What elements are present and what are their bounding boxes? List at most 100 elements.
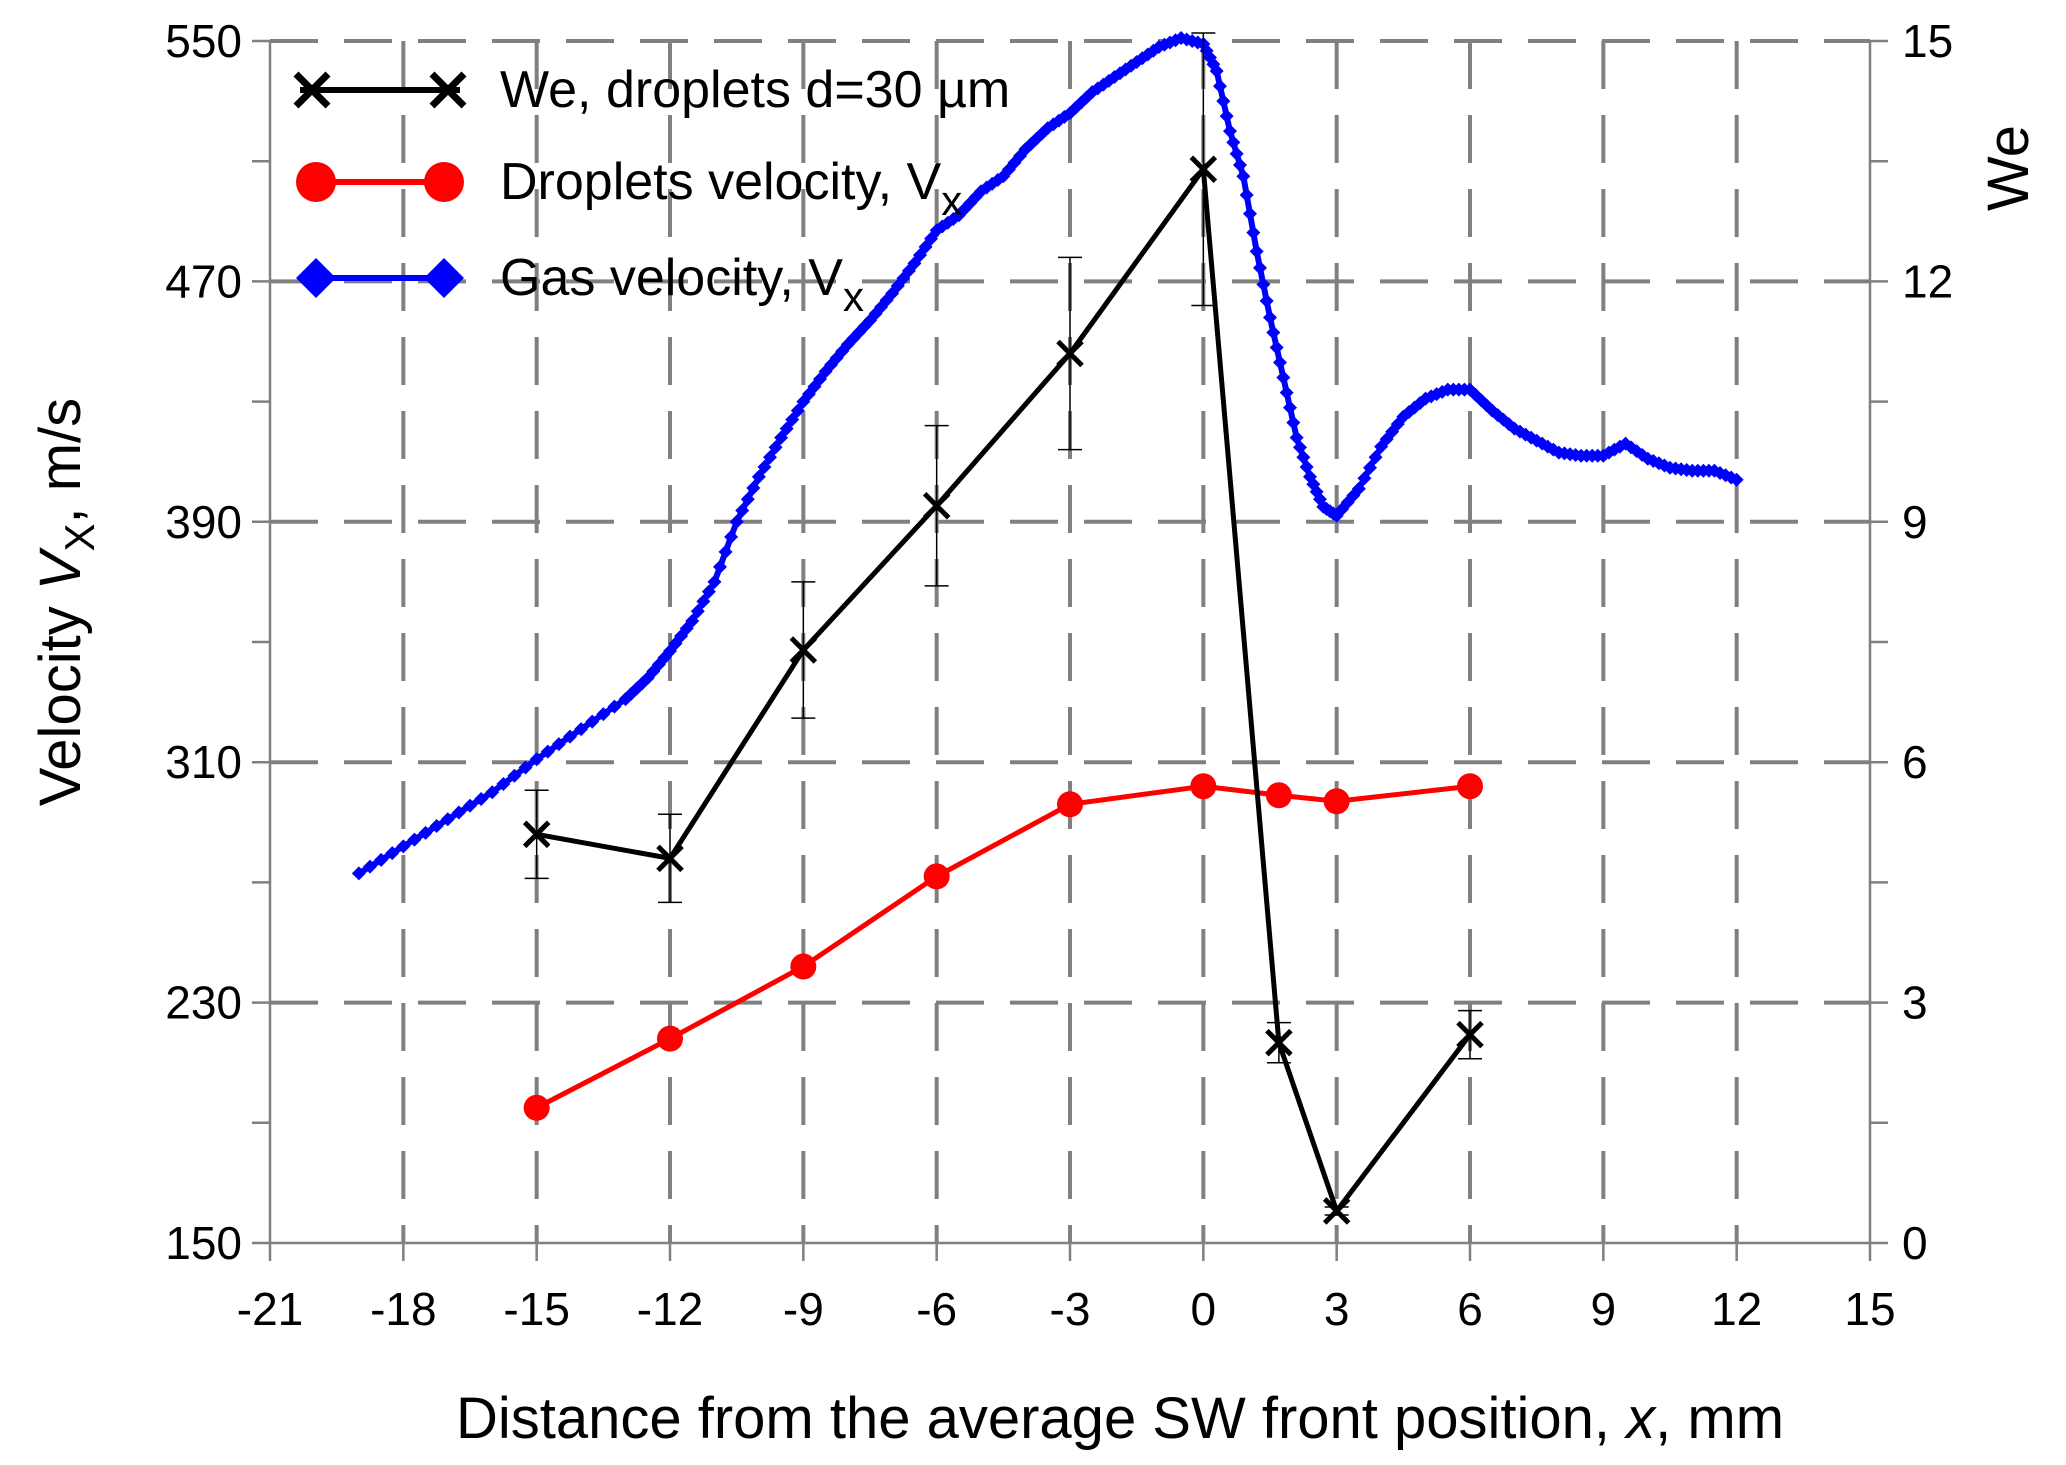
gas-marker	[363, 859, 377, 874]
gas-marker	[763, 450, 777, 465]
we-marker	[922, 492, 951, 520]
gas-marker	[1263, 310, 1277, 325]
gas-marker	[1253, 260, 1267, 275]
y-tick-label-right: 9	[1902, 496, 1928, 548]
gas-marker	[735, 503, 750, 518]
gas-marker	[779, 421, 794, 436]
gas-marker	[724, 529, 739, 544]
gas-marker	[757, 459, 772, 474]
we-marker	[1056, 339, 1084, 368]
y-tick-label-right: 3	[1902, 977, 1928, 1029]
droplets-marker	[790, 953, 817, 980]
gas-marker	[540, 744, 555, 759]
we-marker	[522, 820, 551, 849]
gas-marker	[385, 846, 400, 861]
y-tick-label-right: 0	[1902, 1217, 1928, 1269]
droplets-marker	[923, 863, 950, 890]
x-tick-label: -3	[1050, 1283, 1091, 1335]
gas-marker	[768, 440, 783, 455]
gas-marker	[1124, 58, 1139, 73]
legend-item-we: We, droplets d=30 µm	[293, 61, 1010, 119]
gas-marker	[707, 574, 722, 589]
gas-marker	[785, 412, 800, 427]
legend-marker	[429, 71, 467, 109]
gas-marker	[1256, 277, 1271, 292]
gas-marker	[701, 584, 716, 599]
gas-marker	[1363, 460, 1377, 475]
gas-marker	[574, 722, 589, 737]
gas-marker	[596, 707, 611, 722]
gas-marker	[1246, 225, 1261, 240]
gas-marker	[690, 604, 705, 619]
we-marker	[1322, 1197, 1351, 1225]
droplets-line	[535, 783, 1471, 1110]
y-tick-label-left: 390	[165, 496, 242, 548]
gas-marker	[1279, 385, 1294, 400]
gas-marker	[1213, 79, 1227, 94]
gas-marker	[1040, 121, 1055, 136]
droplets-marker	[1057, 791, 1083, 818]
legend-marker	[296, 162, 336, 202]
gas-marker	[1266, 325, 1281, 340]
we-marker	[1265, 1028, 1293, 1057]
we-marker	[1189, 155, 1218, 183]
x-tick-label: 12	[1711, 1283, 1762, 1335]
droplets-marker	[1265, 782, 1292, 809]
gas-marker	[1259, 293, 1274, 308]
legend-marker	[424, 162, 464, 202]
y-tick-label-left: 470	[165, 255, 242, 307]
axes: -21 -18 -15 -12 -9 -6 -3 0 3 6 9 12 1515023031039047…	[165, 15, 1953, 1335]
axis-labels: Distance from the average SW front posit…	[28, 125, 2041, 1451]
gas-marker	[1273, 355, 1287, 370]
x-tick-label: -18	[370, 1283, 436, 1335]
grid	[270, 39, 1870, 1243]
gas-marker	[1269, 340, 1284, 355]
gas-marker	[1223, 124, 1237, 139]
gas-marker	[774, 430, 789, 445]
gas-marker	[507, 768, 522, 783]
x-tick-label: 9	[1591, 1283, 1617, 1335]
x-tick-label: -21	[237, 1283, 303, 1335]
gas-marker	[1239, 188, 1254, 203]
gas-marker	[474, 792, 489, 807]
x-tick-label: 0	[1191, 1283, 1217, 1335]
x-tick-label: 6	[1457, 1283, 1483, 1335]
x-axis-title: Distance from the average SW front posit…	[456, 1386, 1784, 1451]
gas-marker	[740, 492, 755, 507]
y-tick-label-left: 230	[165, 977, 242, 1029]
gas-marker	[518, 760, 533, 775]
gas-marker	[585, 714, 600, 729]
gas-marker	[396, 839, 411, 854]
legend-marker	[296, 258, 336, 298]
gas-marker	[718, 544, 733, 559]
gas-marker	[407, 832, 422, 847]
gas-marker	[529, 752, 544, 767]
gas-marker	[1229, 146, 1244, 161]
gas-marker	[496, 776, 511, 791]
gas-marker	[1357, 471, 1372, 486]
gas-marker	[1233, 157, 1247, 172]
x-tick-label: 15	[1844, 1283, 1895, 1335]
y-axis-title-right: We	[1976, 125, 2041, 211]
y-tick-label-right: 15	[1902, 15, 1953, 67]
gas-marker	[551, 737, 566, 752]
series-layer	[351, 30, 1744, 1225]
gas-marker	[1209, 64, 1224, 79]
droplets-marker	[1323, 788, 1350, 815]
series-droplets	[523, 773, 1483, 1121]
gas-marker	[1286, 415, 1301, 430]
legend-item-droplets: Droplets velocity, Vx	[296, 153, 962, 224]
we-line	[536, 162, 1472, 1217]
gas-marker	[1729, 472, 1744, 487]
x-tick-label: -15	[503, 1283, 569, 1335]
gas-marker	[729, 514, 744, 529]
gas-marker	[1249, 244, 1264, 259]
gas-marker	[1329, 508, 1344, 523]
y-axis-title-left: Velocity VX, m/s	[28, 398, 103, 806]
droplets-marker	[1190, 773, 1217, 800]
y-tick-label-right: 12	[1902, 255, 1953, 307]
y-tick-label-right: 6	[1902, 736, 1928, 788]
gas-marker	[1216, 94, 1231, 109]
gas-marker	[429, 819, 444, 834]
